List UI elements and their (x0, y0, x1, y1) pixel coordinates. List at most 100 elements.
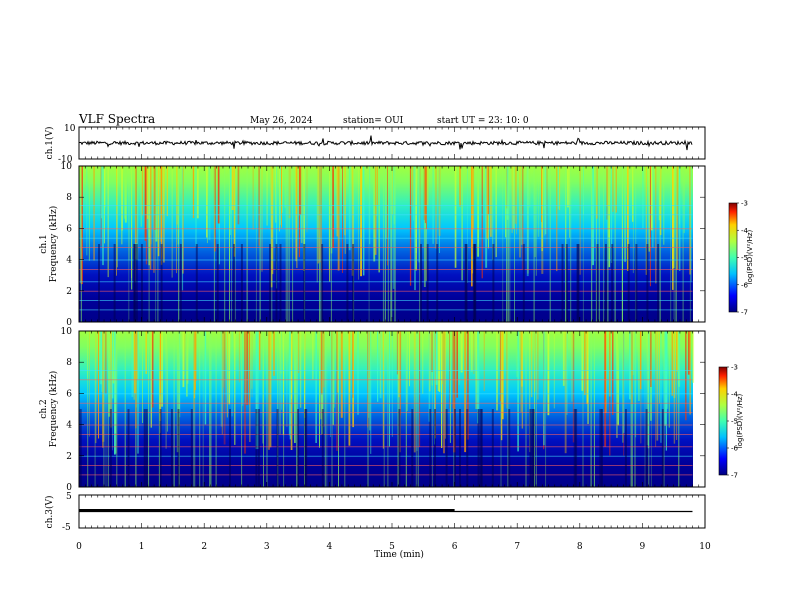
spectrogram-streak (572, 331, 575, 443)
ch1-waveform-panel: 10 -10 ch.1(V) (44, 124, 706, 165)
spectrogram-dark-patch (420, 244, 422, 322)
spectrogram-streak (233, 166, 236, 257)
spectrogram-streak (226, 331, 228, 418)
spectrogram-dark-patch (611, 244, 614, 322)
spectrogram-streak (279, 166, 281, 225)
spectrogram-streak (379, 331, 381, 394)
spectrogram-streak (387, 166, 388, 266)
spectrogram-streak (477, 166, 480, 244)
spectrogram-streak (649, 166, 651, 287)
spectrogram-band (79, 259, 693, 261)
spectrogram-streak (291, 331, 292, 399)
spectrogram-streak (583, 166, 584, 215)
spectrogram-streak (298, 166, 300, 216)
spectrogram-streak (167, 331, 168, 432)
spectrogram-streak (458, 331, 460, 385)
spectrogram-streak (324, 331, 326, 487)
spectrogram-streak (319, 166, 321, 322)
spectrogram-streak (154, 166, 156, 230)
spectrogram-streak (382, 331, 384, 449)
spectrogram-streak (459, 166, 461, 207)
spectrogram-band (79, 300, 693, 301)
spectrogram-streak (369, 331, 371, 431)
spectrogram-streak (148, 166, 151, 266)
spectrogram-streak (648, 166, 651, 252)
spectrogram-streak (383, 331, 385, 487)
spectrogram-streak (101, 166, 103, 219)
spectrogram-streak (627, 166, 629, 271)
spectrogram-streak (102, 331, 104, 448)
spectrogram-streak (101, 331, 103, 392)
spectrogram-streak (638, 331, 640, 401)
spectrogram-streak (617, 331, 619, 426)
spectrogram-streak (581, 331, 584, 391)
spectrogram-streak (215, 331, 217, 487)
spectrogram-streak (281, 166, 282, 228)
spectrogram-streak (391, 331, 393, 437)
spectrogram-streak (438, 166, 441, 236)
spectrogram-streak (150, 331, 152, 428)
spectrogram-streak (541, 166, 544, 274)
spectrogram-streak (338, 331, 339, 487)
spectrogram-streak (545, 166, 547, 235)
spectrogram-streak (112, 331, 115, 384)
spectrogram-streak (592, 166, 594, 266)
time-axis-label: Time (min) (374, 549, 424, 560)
spectrogram-streak (105, 331, 107, 487)
spectrogram-streak (584, 331, 586, 395)
spectrogram-dark-patch (195, 244, 198, 322)
spectrogram-streak (535, 166, 537, 276)
spectrogram-dark-patch (661, 409, 664, 487)
spectrogram-streak (566, 331, 568, 415)
spectrogram-dark-patch (109, 409, 112, 487)
spectrogram-streak (529, 166, 531, 208)
spectrogram-streak (384, 166, 386, 322)
time-tick-label: 4 (327, 542, 333, 552)
spectrogram-streak (595, 166, 597, 322)
spectrogram-streak (241, 331, 243, 487)
spectrogram-streak (509, 166, 511, 322)
spectrogram-streak (284, 166, 286, 208)
spectrogram-band (79, 205, 693, 206)
spectrogram-dark-patch (269, 244, 271, 322)
spectrogram-streak (336, 166, 339, 237)
spectrogram-streak (93, 166, 95, 261)
spectrogram-streak (612, 166, 614, 212)
spectrogram-streak (102, 331, 105, 442)
spectrogram-streak (423, 166, 425, 221)
spectrogram-streak (160, 166, 162, 242)
spectrogram-streak (546, 166, 548, 247)
spectrogram-streak (312, 331, 314, 380)
spectrogram-streak (332, 331, 334, 426)
time-tick-label: 7 (514, 542, 520, 552)
spectrogram-dark-patch (145, 409, 148, 487)
spectrogram-streak (590, 331, 592, 487)
spectrogram-streak (632, 166, 634, 222)
spectrogram-streak (230, 166, 232, 215)
spectrogram-streak (285, 166, 287, 322)
spectrogram-streak (606, 166, 608, 220)
spectrogram-dark-patch (79, 409, 82, 487)
spectrogram-band (79, 465, 693, 466)
colorbar-tick-label: -5 (731, 418, 738, 426)
spectrogram-streak (477, 166, 479, 257)
spectrogram-band (79, 228, 693, 230)
spectrogram-streak (107, 166, 109, 278)
spectrogram-streak (413, 166, 414, 221)
spectrogram-streak (541, 166, 542, 222)
spectrogram-streak (391, 166, 393, 322)
spectrogram-streak (108, 331, 111, 417)
spectrogram-streak (116, 166, 117, 276)
spectrogram-streak (506, 166, 509, 220)
frequency-tick-label: 4 (66, 421, 72, 431)
spectrogram-streak (392, 166, 395, 289)
spectrogram-streak (89, 331, 90, 437)
spectrogram-streak (323, 331, 325, 388)
spectrogram-streak (251, 331, 253, 389)
spectrogram-streak (186, 331, 188, 397)
spectrogram-streak (413, 331, 416, 453)
spectrogram-streak (153, 166, 155, 273)
spectrogram-streak (502, 331, 504, 420)
spectrogram-streak (367, 331, 369, 487)
spectrogram-streak (473, 331, 475, 374)
